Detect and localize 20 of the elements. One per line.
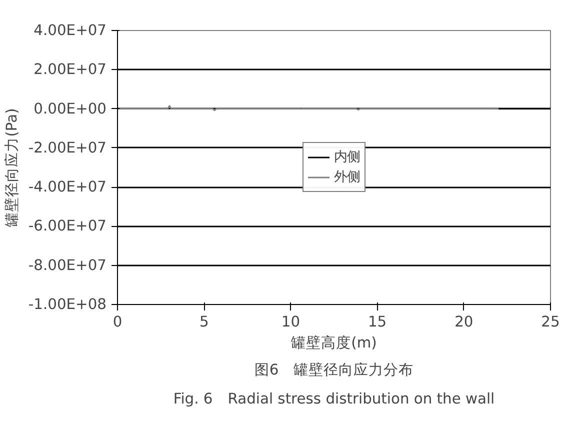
y-tick-label: -8.00E+07 bbox=[28, 256, 107, 274]
x-tick-label: 10 bbox=[281, 314, 300, 330]
x-tick-label: 25 bbox=[541, 314, 560, 330]
legend-label: 外侧 bbox=[334, 169, 360, 186]
x-tick-label: 20 bbox=[454, 314, 474, 330]
text: 图6 罐壁径向应力分布 bbox=[254, 362, 414, 378]
y-tick-label: 2.00E+07 bbox=[34, 61, 107, 78]
y-tick-label: -4.00E+07 bbox=[28, 178, 107, 196]
x-tick-label: 0 bbox=[112, 314, 122, 330]
y-tick-label: 4.00E+07 bbox=[34, 22, 107, 39]
y-tick-label: -6.00E+07 bbox=[28, 218, 107, 235]
x-axis-title: 罐壁高度(m) bbox=[291, 334, 377, 352]
y-tick-label: 0.00E+00 bbox=[34, 100, 107, 118]
y-tick-label: -2.00E+07 bbox=[28, 139, 107, 156]
text: Fig. 6 Radial stress distribution on the wall bbox=[173, 390, 495, 408]
x-tick-label: 5 bbox=[199, 314, 209, 330]
x-tick-label: 15 bbox=[368, 314, 387, 330]
y-tick-label: -1.00E+08 bbox=[28, 296, 107, 313]
y-axis-title: 罐壁径向应力(Pa) bbox=[3, 108, 20, 227]
legend-label: 内侧 bbox=[334, 149, 360, 166]
